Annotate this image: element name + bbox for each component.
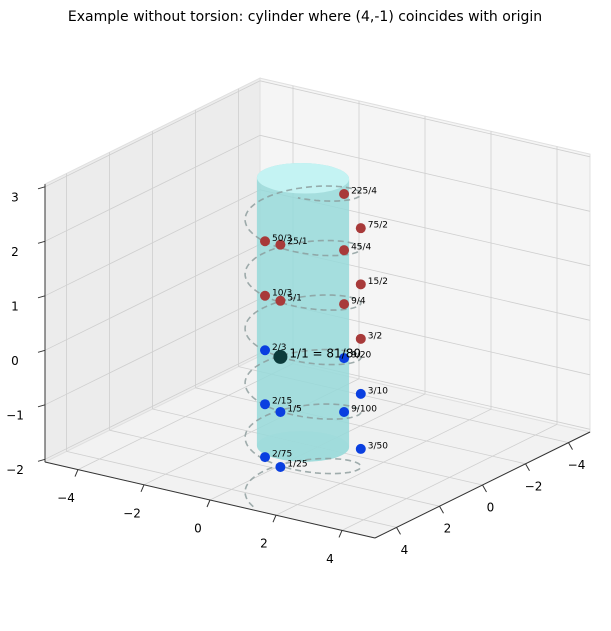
point-label: 3/2 [368,331,382,341]
grid-line [44,243,261,351]
x-tick [338,530,343,538]
data-point [275,239,286,250]
point-label: 1/1 = 81/80 [289,346,361,360]
data-point [260,399,271,410]
data-point [273,349,288,364]
data-point [355,333,366,344]
y-axis-line [374,431,591,539]
data-point [260,452,271,463]
grid-line [109,429,440,507]
z-tick-label: 1 [11,299,19,313]
y-tick [396,527,401,535]
z-tick-label: −2 [6,463,24,477]
data-point [275,406,286,417]
x-tick-label: 0 [194,522,202,536]
point-label: 3/50 [368,441,388,451]
y-tick [525,463,530,472]
z-tick [37,295,46,299]
grid-line [44,80,261,188]
point-label: 1/5 [287,404,301,414]
point-label: 25/1 [287,237,307,247]
point-label: 45/4 [351,243,371,253]
point-label: 75/2 [368,221,388,231]
point-label: 1/25 [287,460,307,470]
x-tick [272,515,277,523]
x-tick [140,484,145,492]
point-label: 2/3 [272,343,286,353]
data-point [339,299,350,310]
point-label: 2/75 [272,450,292,460]
point-label: 9/4 [351,297,366,307]
helix [244,185,362,508]
y-tick-label: −2 [525,479,543,493]
y-tick-label: 0 [487,501,495,515]
x-tick-label: −2 [123,506,141,520]
point-label: 5/1 [287,293,301,303]
y-tick-label: 2 [444,522,452,536]
x-tick-label: 4 [326,552,334,566]
data-point [339,245,350,256]
grid-line [44,352,261,460]
data-point [275,462,286,473]
data-point [355,223,366,234]
data-point [260,236,271,247]
z-tick [37,458,46,462]
x-tick [206,499,211,508]
z-tick [37,240,46,244]
grid-line [44,134,261,242]
data-point [339,189,350,200]
y-tick-label: −4 [568,458,586,472]
point-label: 50/3 [272,234,292,244]
data-point [260,290,271,301]
chart-title: Example without torsion: cylinder where … [68,9,542,25]
y-tick-label: 4 [401,543,409,557]
x-tick-label: −4 [57,491,75,505]
cylinder-body [256,163,350,462]
data-point [260,345,271,356]
x-tick [74,469,79,477]
z-tick [37,186,46,190]
x-axis-line [44,461,376,539]
data-point [355,279,366,290]
point-label: 15/2 [368,277,388,287]
z-tick-label: 3 [11,190,19,204]
data-point [355,443,366,454]
z-tick-label: 2 [11,245,19,259]
grid-line [195,387,526,465]
z-tick [37,404,46,408]
data-point [339,407,350,418]
data-point [355,388,366,399]
grid-line [66,451,397,528]
point-label: 2/15 [272,397,292,407]
grid-line [44,189,261,297]
data-point [339,353,350,364]
grid-line [44,298,261,406]
data-point [275,295,286,306]
point-label: 9/100 [351,405,377,415]
point-label: 225/4 [351,187,377,197]
point-label: 9/20 [351,351,371,361]
y-tick [568,442,573,450]
point-label: 10/3 [272,288,292,298]
grid-line [259,80,591,158]
z-tick-label: 0 [11,354,19,368]
y-tick [482,484,487,493]
y-tick [439,505,444,514]
z-tick [37,349,46,353]
point-label: 3/10 [368,386,388,396]
z-tick-label: −1 [6,408,24,422]
x-tick-label: 2 [260,537,268,551]
grid-line [259,134,591,212]
